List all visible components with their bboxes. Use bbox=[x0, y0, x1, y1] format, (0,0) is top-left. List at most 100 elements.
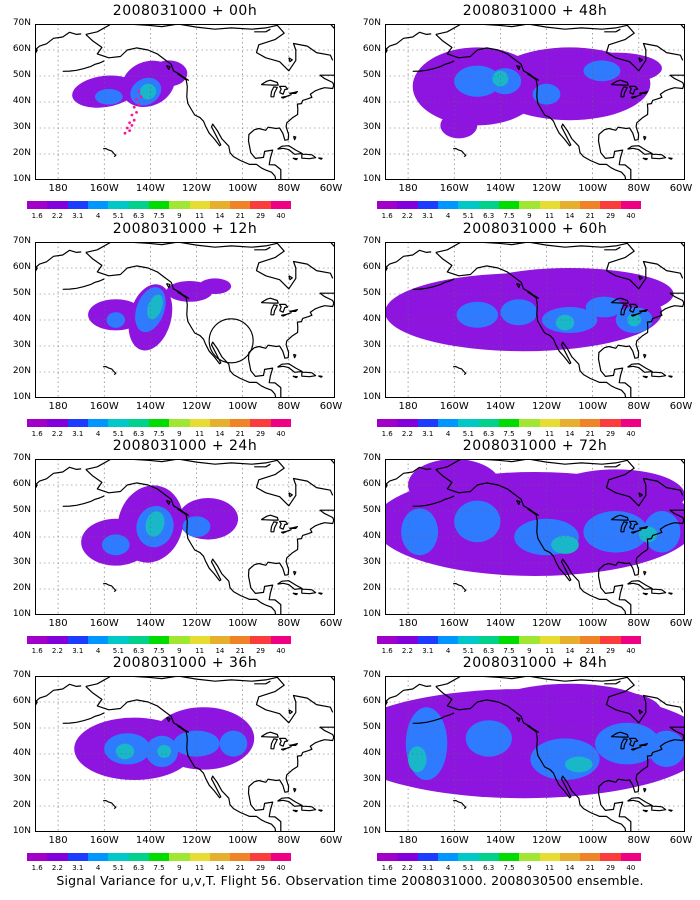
latitude-label: 60N bbox=[12, 44, 31, 54]
coastline bbox=[292, 809, 298, 813]
coastline bbox=[642, 592, 648, 596]
latitude-label: 40N bbox=[362, 531, 381, 541]
colorbar-swatch bbox=[498, 201, 520, 209]
colorbar-swatch bbox=[498, 853, 520, 861]
forecast-panel: 2008031000 + 00h 70N 60N 50N 40N 30N 20N 10N 180… bbox=[5, 3, 343, 221]
coastline bbox=[610, 79, 629, 86]
colorbar-swatch bbox=[108, 636, 129, 644]
colorbar-swatch bbox=[67, 201, 88, 209]
latitude-label: 50N bbox=[362, 505, 381, 515]
forecast-panel: 2008031000 + 12h 70N 60N 50N 40N 30N 20N 10N 180… bbox=[5, 221, 343, 439]
figure-caption: Signal Variance for u,v,T. Flight 56. Ob… bbox=[56, 873, 644, 888]
longitude-label: 180 bbox=[48, 835, 68, 846]
colorbar-label: 4 bbox=[445, 864, 451, 872]
longitude-label: 120W bbox=[532, 835, 562, 846]
coastline bbox=[651, 153, 667, 160]
colorbar-swatch bbox=[148, 201, 170, 209]
coastline bbox=[279, 85, 289, 95]
variance-contour bbox=[551, 535, 579, 554]
colorbar-label: 14 bbox=[215, 647, 225, 655]
colorbar-swatch bbox=[108, 853, 129, 861]
colorbar-label: 4 bbox=[445, 647, 451, 655]
longitude-label: 160W bbox=[439, 183, 469, 194]
variance-contour bbox=[115, 743, 135, 760]
observation-dot bbox=[137, 103, 141, 106]
latitude-label: 30N bbox=[12, 340, 31, 350]
coastline bbox=[292, 375, 298, 379]
coastline bbox=[453, 147, 467, 158]
coastline bbox=[385, 249, 432, 269]
coastline bbox=[288, 709, 293, 715]
coastline bbox=[247, 292, 335, 398]
longitude-label: 160W bbox=[439, 618, 469, 629]
colorbar-swatch bbox=[87, 419, 109, 427]
longitude-label: 160W bbox=[89, 618, 119, 629]
colorbar-swatch bbox=[458, 853, 479, 861]
colorbar-label: 9 bbox=[527, 864, 532, 872]
colorbar-label: 11 bbox=[545, 864, 555, 872]
variance-contour bbox=[565, 756, 593, 773]
forecast-panel: 2008031000 + 36h 70N 60N 50N 40N 30N 20N 10N 180… bbox=[5, 655, 343, 873]
longitude-label: 120W bbox=[532, 183, 562, 194]
coastline bbox=[270, 738, 278, 750]
variance-contour bbox=[530, 738, 600, 780]
colorbar-label: 14 bbox=[215, 864, 225, 872]
coastline bbox=[103, 799, 117, 810]
variance-contour bbox=[648, 730, 685, 767]
coastline bbox=[277, 145, 303, 155]
longitude-label: 180 bbox=[398, 835, 418, 846]
latitude-label: 30N bbox=[12, 557, 31, 567]
longitude-label: 160W bbox=[89, 835, 119, 846]
longitude-label: 100W bbox=[228, 835, 258, 846]
coastline bbox=[435, 251, 627, 398]
variance-contour bbox=[627, 313, 642, 327]
coastline bbox=[385, 466, 432, 486]
colorbar-swatch bbox=[128, 201, 149, 209]
colorbar-swatch bbox=[189, 636, 210, 644]
coastline bbox=[260, 731, 279, 738]
observation-dot bbox=[128, 121, 132, 125]
colorbar-label: 5.1 bbox=[462, 647, 474, 655]
colorbar-label: 5.1 bbox=[462, 864, 474, 872]
colorbar-label: 6.3 bbox=[483, 212, 495, 220]
latitude-label: 60N bbox=[362, 479, 381, 489]
coastline bbox=[527, 508, 540, 516]
coastline bbox=[630, 746, 642, 751]
coastline bbox=[620, 521, 628, 533]
colorbar-swatch bbox=[209, 636, 231, 644]
longitude-label: 80W bbox=[627, 401, 651, 412]
variance-contour bbox=[454, 65, 501, 97]
coastline bbox=[279, 520, 289, 530]
coastline bbox=[260, 297, 279, 304]
latitude-label: 20N bbox=[12, 800, 31, 810]
colorbar-label: 4 bbox=[445, 212, 451, 220]
coastline bbox=[85, 251, 277, 398]
map-plot bbox=[35, 459, 335, 615]
colorbar-swatch bbox=[250, 636, 271, 644]
observation-dot bbox=[139, 95, 143, 99]
latitude-label: 30N bbox=[362, 340, 381, 350]
colorbar-label: 11 bbox=[545, 212, 555, 220]
longitude-label: 80W bbox=[277, 835, 301, 846]
longitude-label: 140W bbox=[485, 618, 515, 629]
latitude-label: 40N bbox=[362, 96, 381, 106]
colorbar-labels: 1.6 2.2 3.1 4 5.1 6.3 7.5 9 11 14 21 29 40 bbox=[27, 647, 291, 657]
coastline bbox=[435, 676, 684, 724]
colorbar-label: 2.2 bbox=[51, 212, 64, 220]
colorbar-swatch bbox=[539, 201, 560, 209]
longitude-label: 100W bbox=[578, 618, 608, 629]
colorbar-label: 5.1 bbox=[112, 212, 124, 220]
coastline bbox=[277, 363, 303, 373]
colorbar-swatch bbox=[189, 419, 210, 427]
colorbar-label: 4 bbox=[95, 430, 101, 438]
coastline bbox=[679, 242, 685, 248]
colorbar-label: 29 bbox=[256, 864, 265, 872]
coastline bbox=[289, 525, 298, 530]
coastline bbox=[280, 312, 292, 317]
colorbar-swatch bbox=[87, 636, 109, 644]
longitude-label: 100W bbox=[578, 183, 608, 194]
coastline bbox=[247, 509, 335, 615]
coastline bbox=[610, 731, 629, 738]
colorbar-label: 40 bbox=[626, 212, 636, 220]
latitude-label: 40N bbox=[362, 314, 381, 324]
